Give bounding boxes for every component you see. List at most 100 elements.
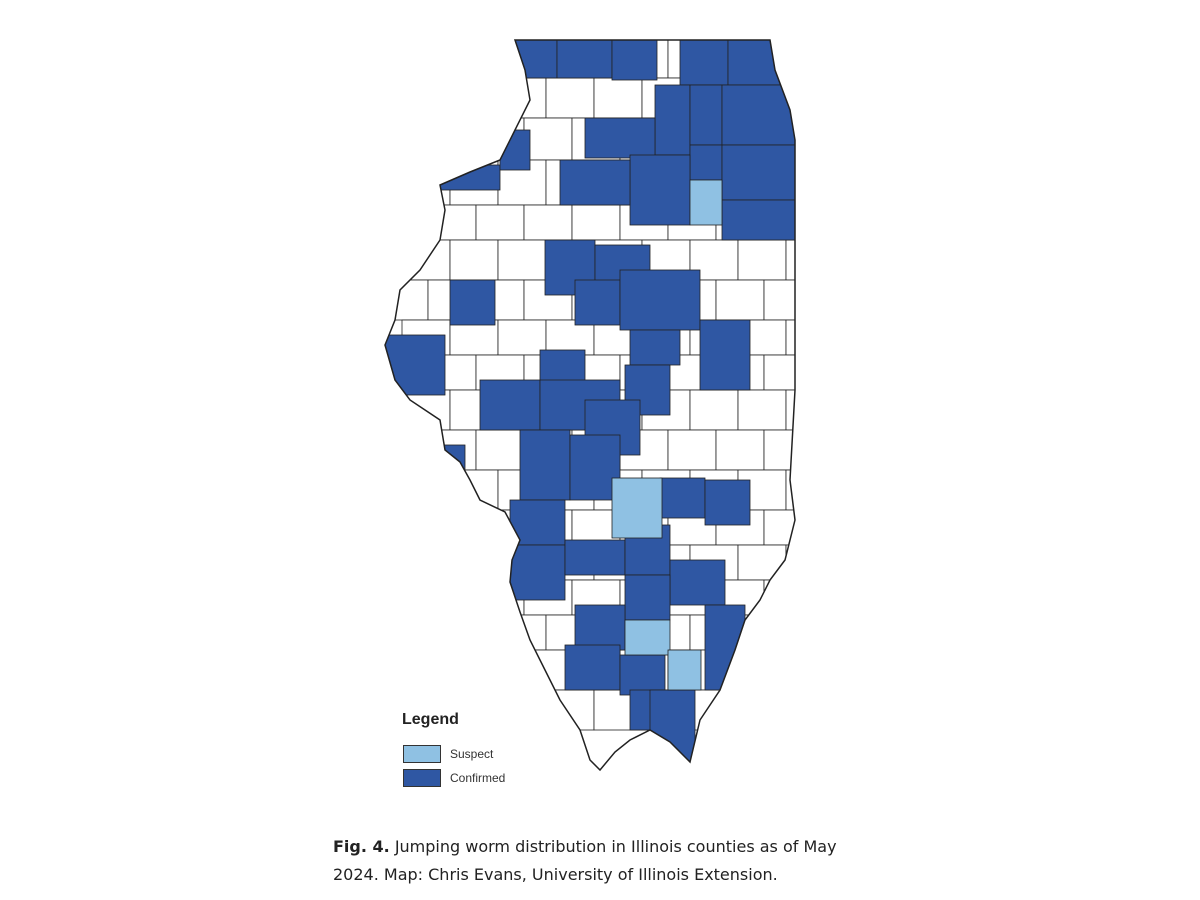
county-confirmed (721, 84, 795, 146)
county-confirmed (611, 40, 658, 81)
county (475, 429, 525, 471)
county (715, 279, 765, 321)
county (545, 77, 595, 119)
county-confirmed (659, 477, 706, 519)
county (385, 579, 429, 616)
county (737, 389, 787, 431)
county (401, 77, 451, 119)
state-outline (384, 39, 796, 772)
county-suspect (667, 649, 702, 691)
county (737, 689, 787, 731)
county (449, 544, 499, 581)
county-suspect (689, 179, 723, 226)
county (385, 204, 429, 241)
county (385, 429, 429, 471)
county-confirmed (556, 40, 613, 79)
legend-label: Suspect (450, 747, 494, 761)
county-confirmed (721, 144, 795, 201)
county (401, 544, 451, 581)
legend-item-confirmed: Confirmed (403, 769, 505, 787)
county (667, 429, 717, 471)
caption-text: Jumping worm distribution in Illinois co… (333, 837, 837, 884)
county (763, 649, 795, 691)
county-confirmed (689, 144, 723, 181)
county (785, 77, 795, 119)
county-confirmed (564, 644, 621, 691)
legend-item-suspect: Suspect (403, 745, 493, 763)
county (385, 509, 429, 546)
suspect-swatch (403, 745, 441, 763)
county (427, 509, 477, 546)
county (763, 579, 795, 616)
county (523, 117, 573, 161)
county-confirmed (727, 40, 795, 86)
county-confirmed (564, 539, 626, 576)
county-confirmed (574, 279, 621, 326)
county (427, 204, 477, 241)
county (715, 429, 765, 471)
county-confirmed (385, 334, 446, 396)
county (449, 469, 499, 511)
figure-caption: Fig. 4. Jumping worm distribution in Ill… (333, 833, 853, 889)
county (427, 649, 477, 691)
county (763, 354, 795, 391)
county (497, 689, 547, 731)
county-confirmed (629, 329, 681, 366)
county-confirmed (509, 544, 566, 601)
legend-label: Confirmed (450, 771, 506, 785)
county (449, 239, 499, 281)
county-suspect (624, 619, 671, 656)
county (427, 117, 477, 161)
county (401, 469, 451, 511)
county (785, 689, 795, 731)
county (427, 579, 477, 616)
county-confirmed (721, 199, 795, 241)
county-confirmed (584, 117, 656, 159)
county (689, 689, 739, 731)
county (763, 429, 795, 471)
county (785, 389, 795, 431)
county (571, 204, 621, 241)
county-suspect (611, 477, 663, 539)
county-confirmed (699, 319, 751, 391)
county (545, 689, 595, 731)
county (737, 544, 787, 581)
county (689, 389, 739, 431)
county (475, 649, 525, 691)
county (385, 40, 429, 79)
county-confirmed (519, 429, 571, 501)
county-confirmed (629, 154, 691, 226)
county (785, 319, 795, 356)
county (497, 319, 547, 356)
county-confirmed (669, 559, 726, 606)
county (497, 77, 547, 119)
county (427, 40, 477, 79)
county (523, 204, 573, 241)
county (763, 509, 795, 546)
county-confirmed (679, 40, 729, 86)
county-confirmed (649, 689, 696, 766)
county-confirmed (619, 654, 666, 696)
county (497, 614, 547, 651)
county (385, 117, 429, 161)
county (785, 544, 795, 581)
county (763, 279, 795, 321)
county-confirmed (619, 269, 701, 331)
county-confirmed (479, 379, 541, 431)
county (785, 239, 795, 281)
county (593, 77, 643, 119)
county (401, 614, 451, 651)
county-confirmed (439, 164, 501, 191)
county-confirmed (704, 479, 751, 526)
figure-label: Fig. 4. (333, 837, 390, 856)
county-confirmed (449, 279, 496, 326)
county-confirmed (654, 84, 691, 156)
county-confirmed (559, 159, 631, 206)
county (497, 239, 547, 281)
county (737, 239, 787, 281)
county-confirmed (439, 444, 466, 506)
county-confirmed (574, 604, 626, 651)
county (449, 77, 499, 119)
county (449, 614, 499, 651)
